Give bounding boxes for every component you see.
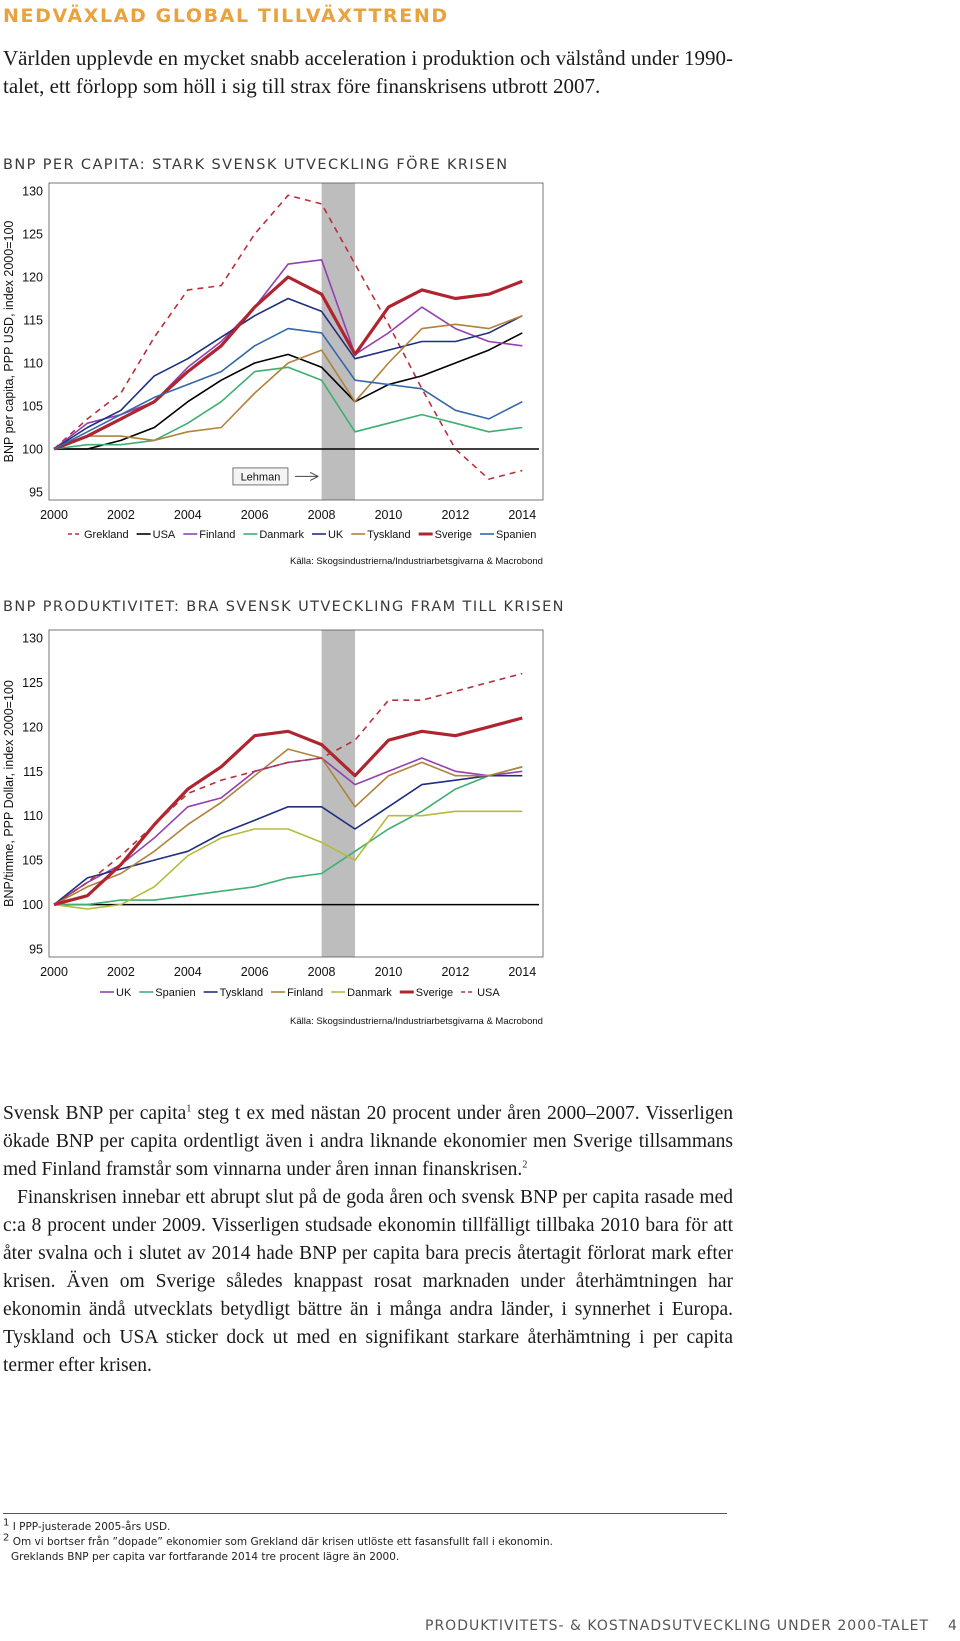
chart1-xtick-2008: 2008 (308, 508, 336, 522)
chart2-xtick-2000: 2000 (40, 965, 68, 979)
chart1-series-usa (54, 332, 523, 450)
chart1-xtick-2006: 2006 (241, 508, 269, 522)
chart1-ytick-115: 115 (23, 314, 43, 328)
footnote-2: 2 Om vi bortser från ”dopade” ekonomier … (3, 1532, 743, 1550)
section-heading: NEDVÄXLAD GLOBAL TILLVÄXTTREND (3, 5, 449, 27)
chart1-xtick-2002: 2002 (107, 508, 135, 522)
chart2-ytick-120: 120 (22, 720, 43, 734)
chart1-annotation-label: Lehman (241, 471, 281, 483)
chart2-ytick-115: 115 (23, 765, 43, 779)
footnote-ref-1: 1 (186, 1103, 192, 1115)
chart1-ytick-110: 110 (23, 357, 43, 371)
chart2-series-sverige (53, 716, 523, 907)
chart1-legend-label-finland: Finland (199, 529, 235, 541)
chart1-legend-label-grekland: Grekland (84, 529, 129, 541)
chart1-legend-label-uk: UK (328, 529, 344, 541)
chart1-annotation-box (232, 467, 289, 486)
chart2-y-axis-label: BNP/timme, PPP Dollar, index 2000=100 (2, 680, 16, 907)
chart2-ytick-100: 100 (22, 898, 43, 912)
chart1-ytick-105: 105 (22, 400, 43, 414)
chart2-ytick-130: 130 (22, 632, 43, 646)
chart1-ytick-125: 125 (22, 228, 43, 242)
body-text: Svensk BNP per capita1 steg t ex med näs… (3, 1100, 733, 1380)
chart2-xtick-2012: 2012 (441, 965, 469, 979)
body-p1-part2: steg t ex med nästan 20 procent under år… (3, 1103, 733, 1180)
chart1-legend-label-sverige: Sverige (435, 529, 472, 541)
chart2-legend-label-tyskland: Tyskland (220, 987, 263, 999)
chart2-title: BNP PRODUKTIVITET: BRA SVENSK UTVECKLING… (3, 599, 565, 615)
footnotes: 1 I PPP-justerade 2005-års USD. 2 Om vi … (3, 1517, 743, 1565)
chart2-xtick-2004: 2004 (174, 965, 202, 979)
chart1-container: 95 100 105 110 115 120 125 130 2000 2002 2004 2006 2… (0, 180, 600, 600)
chart1-annotation-arrowhead (310, 471, 319, 481)
chart2-xtick-2006: 2006 (241, 965, 269, 979)
footnote-2-number: 2 (3, 1532, 10, 1544)
page-number: 4 (948, 1618, 957, 1634)
body-p1-part1: Svensk BNP per capita (3, 1103, 187, 1124)
chart2-xtick-2010: 2010 (375, 965, 403, 979)
chart1-xtick-2014: 2014 (508, 508, 536, 522)
chart2-xtick-2008: 2008 (308, 965, 336, 979)
chart1-series-grekland (53, 194, 523, 480)
chart2-series-finland (53, 748, 523, 906)
chart1-ytick-100: 100 (22, 443, 43, 457)
chart2-source: Källa: Skogsindustrierna/Industriarbetsg… (290, 1016, 543, 1027)
footnote-divider (3, 1513, 727, 1514)
chart1-legend-label-tyskland: Tyskland (367, 529, 410, 541)
chart2-series-spanien (54, 766, 523, 906)
chart2-ytick-105: 105 (22, 854, 43, 868)
chart2-ytick-110: 110 (23, 809, 43, 823)
chart2-legend-label-sverige: Sverige (416, 987, 453, 999)
chart1-ytick-95: 95 (29, 486, 43, 500)
chart2-ytick-95: 95 (29, 943, 43, 957)
chart1-y-axis-label: BNP per capita, PPP USD, index 2000=100 (2, 221, 16, 463)
body-paragraph-2: Finanskrisen innebar ett abrupt slut på … (3, 1187, 733, 1376)
footnote-1-number: 1 (3, 1517, 10, 1529)
chart1-series-spanien (53, 327, 523, 450)
chart2-xtick-2014: 2014 (508, 965, 536, 979)
chart1-series-tyskland (53, 314, 523, 450)
intro-paragraph: Världen upplevde en mycket snabb acceler… (3, 46, 733, 98)
chart1-legend-label-usa: USA (153, 529, 176, 541)
footnote-2-text: Om vi bortser från ”dopade” ekonomier so… (9, 1536, 553, 1548)
chart2-xtick-2002: 2002 (107, 965, 135, 979)
chart1-legend-label-danmark: Danmark (259, 529, 304, 541)
page-footer-title: PRODUKTIVITETS- & KOSTNADSUTVECKLING UND… (425, 1618, 930, 1634)
chart2-ytick-125: 125 (22, 676, 43, 690)
chart1-series-sverige (53, 275, 523, 451)
chart2-legend-label-uk: UK (116, 987, 132, 999)
chart2-container: 95 100 105 110 115 120 125 130 2000 2002 2004 2006 2… (0, 624, 600, 1084)
body-paragraph-1: Svensk BNP per capita1 steg t ex med näs… (3, 1100, 733, 1184)
chart1-source: Källa: Skogsindustrierna/Industriarbetsg… (290, 556, 543, 567)
chart2-plot-frame (48, 629, 544, 958)
footnote-1-text: I PPP-justerade 2005-års USD. (9, 1521, 171, 1533)
footnote-2-continued: Greklands BNP per capita var fortfarande… (11, 1551, 400, 1563)
chart1-ytick-120: 120 (22, 271, 43, 285)
chart1-xtick-2000: 2000 (40, 508, 68, 522)
chart2-series-usa (53, 672, 523, 906)
chart1-series-uk (53, 297, 523, 450)
chart1-xtick-2010: 2010 (375, 508, 403, 522)
chart2-legend-label-spanien: Spanien (155, 987, 195, 999)
chart2-crisis-band (321, 630, 356, 957)
chart1-series-finland (53, 259, 523, 450)
chart1-title: BNP PER CAPITA: STARK SVENSK UTVECKLING … (3, 157, 509, 173)
chart2-legend-label-finland: Finland (287, 987, 323, 999)
chart1-series-danmark (53, 366, 523, 450)
chart2-series-tyskland (53, 774, 523, 906)
chart1-xtick-2012: 2012 (441, 508, 469, 522)
chart1-ytick-130: 130 (22, 185, 43, 199)
chart2-legend-label-danmark: Danmark (347, 987, 392, 999)
chart2-svg: 95 100 105 110 115 120 125 130 2000 2002 2004 2006 2… (2, 629, 544, 1027)
footnote-ref-2: 2 (522, 1159, 528, 1171)
chart1-svg: 95 100 105 110 115 120 125 130 2000 2002 2004 2006 2… (2, 182, 544, 567)
footnote-1: 1 I PPP-justerade 2005-års USD. (3, 1517, 743, 1535)
chart1-legend-label-spanien: Spanien (496, 529, 536, 541)
chart2-legend-label-usa: USA (477, 987, 500, 999)
chart1-xtick-2004: 2004 (174, 508, 202, 522)
chart1-plot-frame (48, 182, 544, 501)
chart2-series-danmark (53, 810, 523, 910)
